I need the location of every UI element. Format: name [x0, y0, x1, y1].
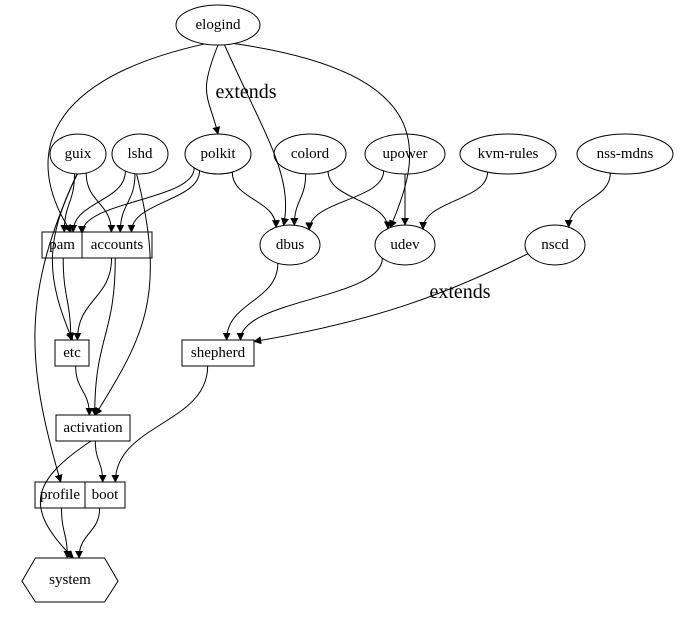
edge-udev-to-shepherd [241, 258, 383, 340]
edge-shepherd-to-boot [115, 366, 207, 482]
node-label-pam: pam [49, 237, 75, 253]
edge-lshd-to-activation [95, 174, 150, 415]
edge-colord-to-udev [328, 171, 388, 228]
edge-nss-mdns-to-nscd [569, 173, 611, 227]
node-colord: colord [274, 134, 346, 174]
node-label-boot: boot [92, 487, 120, 503]
node-label-polkit: polkit [200, 146, 236, 162]
node-label-shepherd: shepherd [191, 345, 246, 361]
edge-dbus-to-shepherd [227, 263, 278, 340]
node-label-elogind: elogind [196, 17, 241, 33]
node-label-nss-mdns: nss-mdns [597, 146, 654, 162]
edge-boot-to-system [79, 508, 100, 558]
node-pam: pam [42, 232, 82, 258]
node-label-profile: profile [40, 487, 80, 503]
node-profile: profile [35, 482, 85, 508]
edge-label-nscd-shepherd: extends [429, 281, 490, 303]
node-kvm-rules: kvm-rules [460, 134, 556, 174]
node-activation: activation [56, 415, 130, 441]
node-boot: boot [85, 482, 125, 508]
node-dbus: dbus [260, 225, 320, 265]
node-label-udev: udev [390, 237, 420, 253]
node-shepherd: shepherd [182, 340, 254, 366]
node-upower: upower [365, 134, 445, 174]
node-polkit: polkit [185, 134, 251, 174]
node-label-etc: etc [63, 345, 81, 361]
node-label-system: system [49, 572, 91, 588]
edge-polkit-to-accounts [131, 171, 199, 232]
edge-elogind-to-dbus [224, 45, 285, 226]
edge-accounts-to-activation [95, 258, 116, 415]
node-label-guix: guix [65, 146, 92, 162]
service-graph-diagram: elogind guix lshd polkit colord upower kvm-rul… [0, 0, 699, 632]
node-udev: udev [375, 225, 435, 265]
node-accounts: accounts [82, 232, 152, 258]
edge-guix-to-accounts [86, 173, 111, 232]
node-label-nscd: nscd [541, 237, 569, 253]
edge-upower-to-dbus [309, 171, 383, 230]
node-system: system [22, 558, 118, 602]
edge-kvm-rules-to-udev [423, 172, 487, 229]
edge-polkit-to-pam [82, 168, 194, 233]
node-label-lshd: lshd [127, 146, 153, 162]
node-nscd: nscd [525, 225, 585, 265]
edge-label-elogind-polkit: extends [215, 81, 276, 103]
node-lshd: lshd [112, 134, 168, 174]
node-guix: guix [50, 134, 106, 174]
edge-etc-to-activation [76, 366, 90, 415]
node-nss-mdns: nss-mdns [577, 134, 673, 174]
edge-lshd-to-pam [73, 171, 125, 232]
edge-accounts-to-etc [77, 258, 111, 340]
node-label-activation: activation [63, 420, 123, 436]
node-label-accounts: accounts [91, 237, 144, 253]
edge-guix-to-etc [52, 174, 77, 340]
edge-polkit-to-dbus [232, 172, 276, 227]
node-label-dbus: dbus [276, 237, 305, 253]
edge-colord-to-dbus [294, 174, 305, 225]
edge-activation-to-boot [95, 441, 102, 482]
edge-elogind-to-udev [234, 44, 410, 228]
node-label-upower: upower [383, 146, 428, 162]
node-etc: etc [55, 340, 89, 366]
node-label-colord: colord [291, 146, 330, 162]
node-label-kvm-rules: kvm-rules [478, 146, 539, 162]
node-elogind: elogind [176, 5, 260, 45]
